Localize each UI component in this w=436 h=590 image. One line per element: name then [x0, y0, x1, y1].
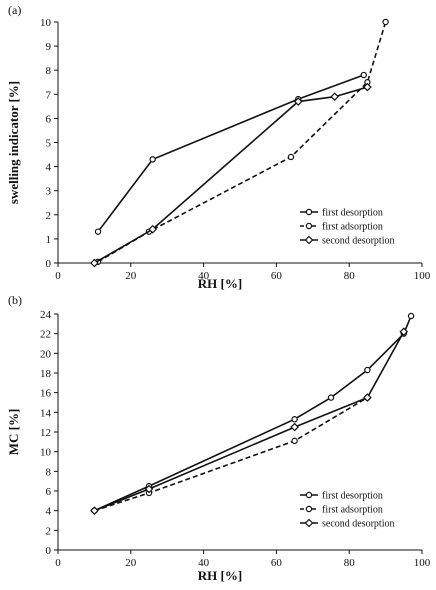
legend: first desorption first adsorption second d… [300, 208, 395, 247]
legend-label: first adsorption [322, 505, 383, 516]
x-tick-label: 80 [344, 270, 356, 282]
chart-panel-a: (a) 0 20 40 60 80 100 0 1 2 3 4 5 6 7 8 9 10 RH [%] swellin… [6, 3, 431, 291]
data-point [382, 18, 389, 26]
x-tick-label: 60 [271, 270, 283, 282]
legend-marker [305, 505, 313, 513]
series-line [94, 315, 412, 512]
data-point [290, 422, 299, 432]
series-line [97, 74, 365, 233]
x-axis-title: RH [%] [198, 568, 242, 583]
data-point [291, 416, 298, 423]
legend-marker [305, 491, 313, 499]
y-tick-label: 1 [46, 234, 52, 246]
y-tick-label: 24 [40, 309, 52, 321]
data-point [360, 71, 367, 79]
y-tick-label: 0 [46, 545, 52, 557]
y-tick-label: 8 [46, 466, 52, 478]
data-point [287, 153, 295, 161]
data-point [144, 484, 154, 494]
y-tick-label: 5 [46, 138, 52, 150]
data-point [94, 228, 102, 235]
data-point [363, 82, 372, 92]
y-tick-label: 7 [46, 89, 52, 101]
x-tick-label: 60 [271, 557, 283, 569]
y-tick-label: 2 [46, 210, 52, 222]
y-tick-label: 2 [46, 525, 52, 537]
data-point [407, 312, 415, 320]
data-point [399, 327, 409, 337]
x-tick-label: 0 [55, 270, 61, 282]
legend: first desorption first adsorption second d… [300, 491, 395, 530]
x-tick-label: 80 [344, 557, 356, 569]
y-tick-label: 0 [46, 258, 52, 270]
series-first-desorption [94, 71, 367, 235]
data-point [330, 92, 339, 102]
y-axis-title: MC [%] [6, 409, 21, 456]
series-second-desorption [90, 327, 409, 516]
y-tick-label: 4 [46, 506, 52, 518]
x-tick-label: 20 [125, 270, 137, 282]
data-point [148, 224, 157, 234]
x-tick-label: 100 [414, 270, 431, 282]
series-second-desorption [90, 82, 372, 268]
y-tick-label: 16 [40, 388, 52, 400]
y-tick-label: 22 [40, 329, 51, 341]
panel-label: (b) [8, 293, 22, 307]
x-tick-label: 100 [414, 557, 431, 569]
legend-item: first adsorption [300, 222, 383, 233]
x-tick-label: 40 [198, 270, 210, 282]
legend-item: first desorption [300, 208, 383, 219]
data-point [293, 97, 303, 106]
data-point [327, 394, 335, 401]
y-tick-label: 14 [40, 407, 52, 419]
y-tick-label: 9 [46, 41, 52, 53]
legend-marker [305, 208, 313, 216]
legend-label: second desorption [322, 519, 395, 530]
y-tick-label: 18 [40, 368, 52, 380]
y-tick-label: 6 [46, 486, 52, 498]
legend-item: second desorption [300, 236, 395, 247]
y-tick-label: 8 [46, 65, 52, 77]
series-line [94, 331, 405, 512]
y-axis-title: swelling indicator [%] [6, 81, 21, 204]
data-point [364, 366, 371, 374]
data-point [90, 258, 99, 268]
x-tick-label: 40 [198, 557, 210, 569]
y-tick-label: 10 [40, 447, 52, 459]
data-point [291, 437, 298, 445]
y-tick-label: 12 [40, 427, 51, 439]
data-point [90, 506, 99, 516]
data-point [363, 393, 372, 402]
legend-marker [304, 235, 314, 245]
y-tick-label: 4 [46, 162, 52, 174]
legend-label: first adsorption [322, 222, 383, 233]
series-line [94, 396, 368, 512]
legend-label: first desorption [322, 491, 383, 502]
legend-marker [305, 222, 313, 230]
legend-label: first desorption [322, 208, 383, 219]
legend-item: second desorption [300, 519, 395, 530]
legend-item: first adsorption [300, 505, 383, 516]
series-first-desorption [91, 312, 415, 514]
x-axis-title: RH [%] [198, 276, 242, 291]
x-tick-label: 20 [125, 557, 137, 569]
legend-label: second desorption [322, 236, 395, 247]
data-point [149, 156, 156, 163]
x-tick-label: 0 [55, 557, 61, 569]
y-tick-label: 20 [40, 348, 52, 360]
panel-label: (a) [8, 3, 21, 17]
legend-marker [304, 518, 314, 528]
y-tick-label: 6 [46, 113, 52, 125]
y-tick-label: 10 [40, 17, 52, 29]
y-tick-label: 3 [46, 186, 52, 198]
legend-item: first desorption [300, 491, 383, 502]
